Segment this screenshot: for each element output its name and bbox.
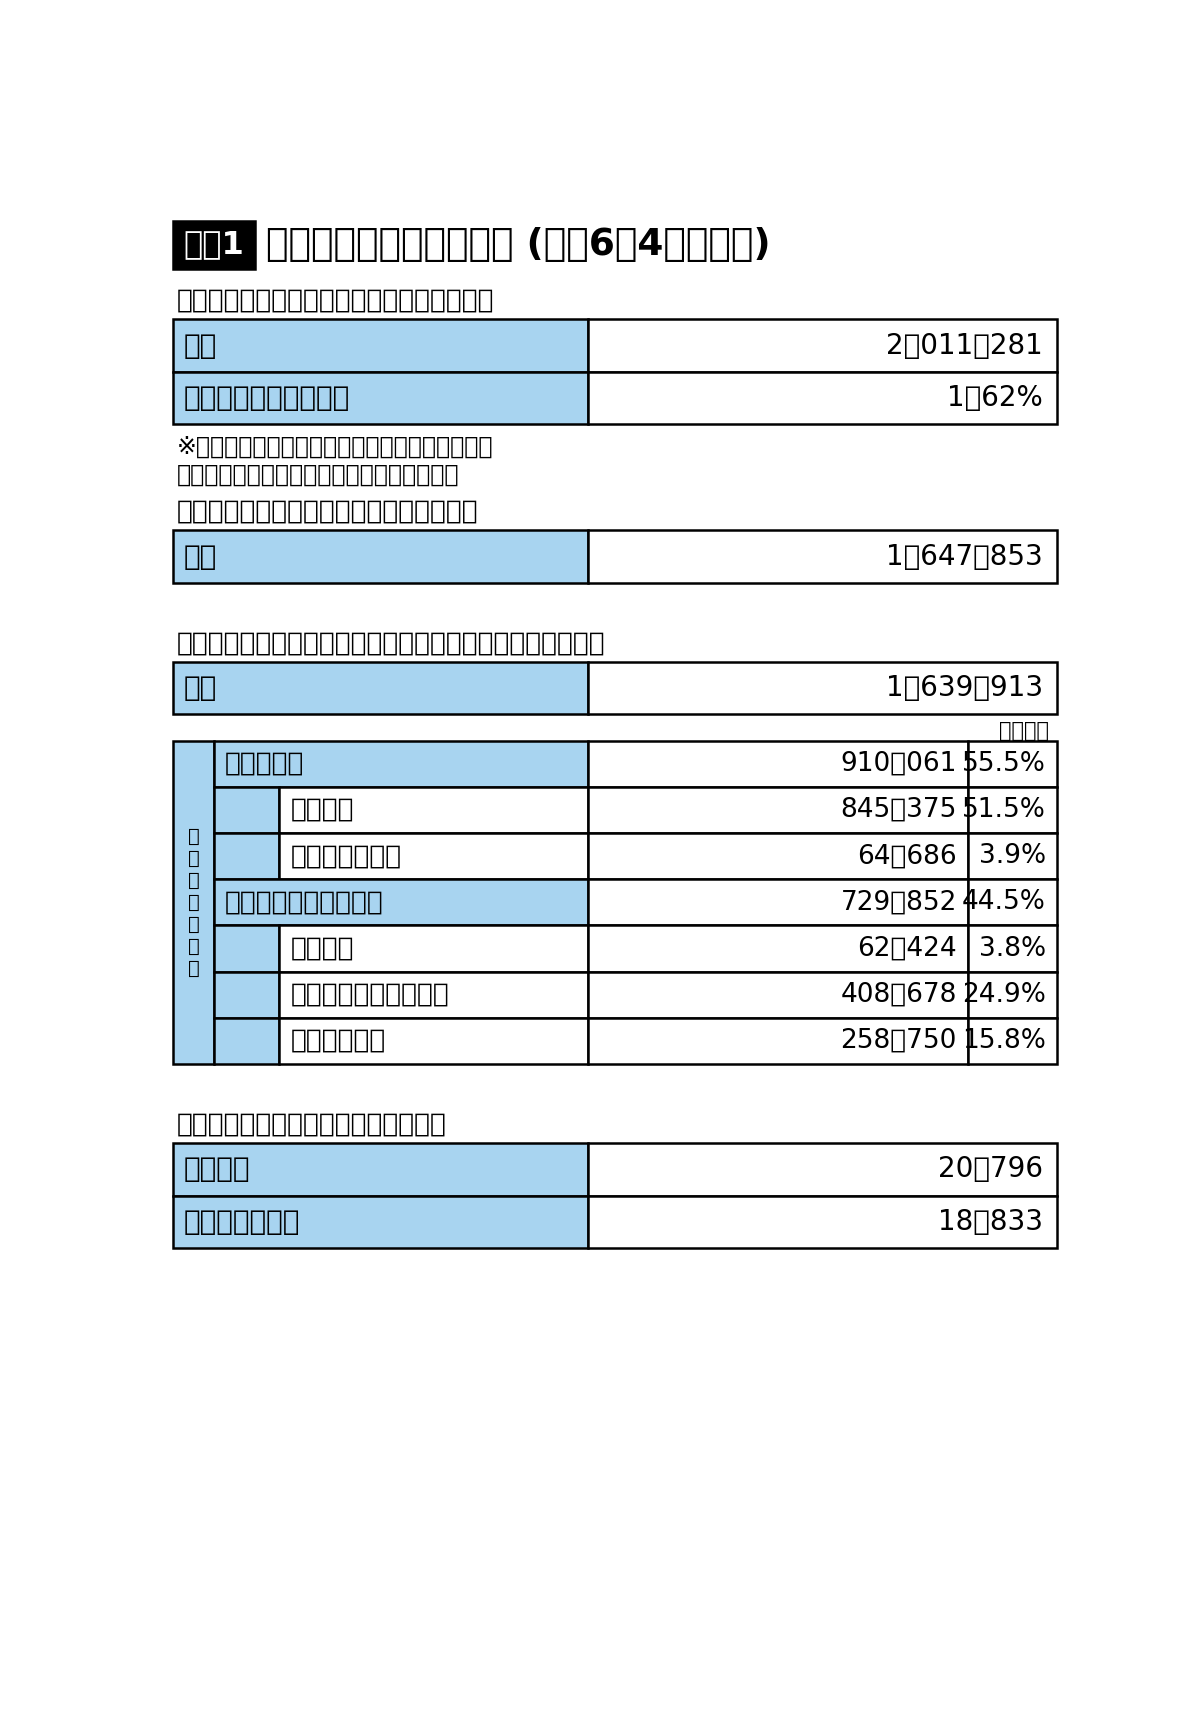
Bar [588,319,1057,373]
Text: 総数: 総数 [184,543,217,571]
Text: 15.8%: 15.8% [962,1028,1046,1054]
Bar [214,787,280,833]
Bar [214,971,280,1018]
Text: ※保護率の算出は、当月の被保護実人員を同月の: ※保護率の算出は、当月の被保護実人員を同月の [178,435,493,459]
Text: 高齢者世帯を除く世帯: 高齢者世帯を除く世帯 [224,890,383,916]
Text: 2，011，281: 2，011，281 [886,331,1043,359]
Text: 高齢者世帯: 高齢者世帯 [224,750,304,776]
Text: 18，833: 18，833 [938,1208,1043,1235]
Bar [588,373,1057,424]
Text: 図表1: 図表1 [184,229,244,260]
Bar [280,1018,588,1064]
Bar [214,740,588,787]
Text: その他の世帯: その他の世帯 [290,1028,385,1054]
Bar [214,925,280,971]
Bar [173,740,214,1064]
Bar [967,787,1057,833]
Text: 母子世帯: 母子世帯 [290,935,354,961]
Text: 3.9%: 3.9% [979,844,1046,869]
Text: 保護率（人口百人当）: 保護率（人口百人当） [184,385,350,412]
Text: 408，678: 408，678 [840,982,956,1007]
Bar [173,662,588,714]
Bar [173,319,588,373]
Bar [588,1018,967,1064]
Bar [280,833,588,880]
Text: 3.8%: 3.8% [979,935,1046,961]
Bar [588,662,1057,714]
Bar [588,740,967,787]
Text: 20，796: 20，796 [938,1156,1043,1183]
Text: 64，686: 64，686 [857,844,956,869]
Bar [967,925,1057,971]
Bar [967,1018,1057,1064]
Bar [588,787,967,833]
Text: ２人以上の世帯: ２人以上の世帯 [290,844,401,869]
Bar [967,740,1057,787]
Text: 55.5%: 55.5% [962,750,1046,776]
Bar [280,971,588,1018]
Bar [967,880,1057,925]
Text: 62，424: 62，424 [857,935,956,961]
Text: 保護開始世帯数: 保護開始世帯数 [184,1208,300,1235]
Bar [214,833,280,880]
Text: 845，375: 845，375 [840,797,956,823]
Bar [588,925,967,971]
Bar [280,787,588,833]
Bar [588,833,967,880]
Text: 44.5%: 44.5% [962,890,1046,916]
Text: 総数: 総数 [184,674,217,702]
Text: 258，750: 258，750 [840,1028,956,1054]
Bar [214,1018,280,1064]
Text: 24.9%: 24.9% [962,982,1046,1007]
Text: 729，852: 729，852 [840,890,956,916]
Bar [173,1144,588,1195]
Bar [173,530,588,583]
Text: ４．保護の申請件数、保護開始世帯数: ４．保護の申請件数、保護開始世帯数 [178,1113,446,1138]
Text: １．被保護者実人員（保護停止中を含む。）: １．被保護者実人員（保護停止中を含む。） [178,288,494,314]
Bar [214,880,588,925]
Bar [173,221,254,269]
Text: 世
帯
類
型
別
内
訳: 世 帯 類 型 別 内 訳 [187,826,199,978]
Bar [280,925,588,971]
Bar [967,971,1057,1018]
Bar [588,1195,1057,1249]
Bar [588,1144,1057,1195]
Bar [588,880,967,925]
Text: ２．被保護世帯数（保護停止中を含む。）: ２．被保護世帯数（保護停止中を含む。） [178,499,479,524]
Text: 総務省「人口推計（概算値）」で除した。: 総務省「人口推計（概算値）」で除した。 [178,462,460,486]
Text: 単身世帯: 単身世帯 [290,797,354,823]
Text: 1，639，913: 1，639，913 [886,674,1043,702]
Text: 1，647，853: 1，647，853 [886,543,1043,571]
Bar [588,971,967,1018]
Text: 1．62%: 1．62% [947,385,1043,412]
Text: 910，061: 910，061 [840,750,956,776]
Text: ３．世帯類型別世帯数及び割合（保護停止中を含まない。）: ３．世帯類型別世帯数及び割合（保護停止中を含まない。） [178,631,606,657]
Bar [173,373,588,424]
Bar [967,833,1057,880]
Bar [173,1195,588,1249]
Text: 申請件数: 申請件数 [184,1156,251,1183]
Text: 51.5%: 51.5% [962,797,1046,823]
Text: 構成割合: 構成割合 [998,721,1049,742]
Text: 総数: 総数 [184,331,217,359]
Text: 障害者・傷病者世帯計: 障害者・傷病者世帯計 [290,982,449,1007]
Bar [588,530,1057,583]
Text: 生活保護の被保護者調査 (令和6年4月分概数): 生活保護の被保護者調査 (令和6年4月分概数) [266,226,770,262]
